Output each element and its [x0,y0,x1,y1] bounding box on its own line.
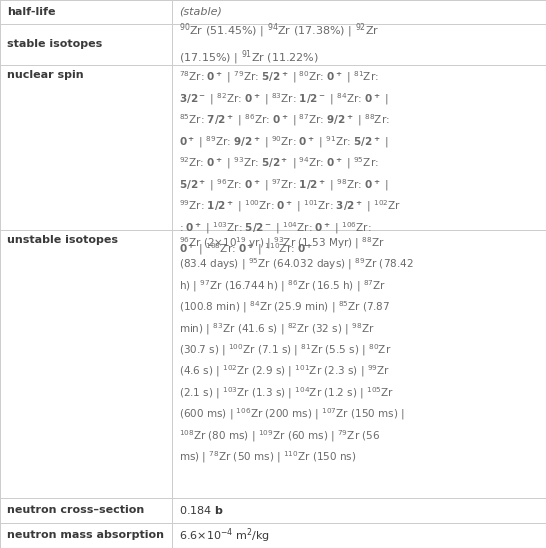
Text: neutron cross–section: neutron cross–section [7,505,144,515]
Text: $^{96}$Zr (2$\times$10$^{19}$ yr) | $^{93}$Zr (1.53 Myr) | $^{88}$Zr
(83.4 days): $^{96}$Zr (2$\times$10$^{19}$ yr) | $^{9… [179,235,414,465]
Text: 0.184 $\mathbf{b}$: 0.184 $\mathbf{b}$ [179,504,224,516]
Text: half-life: half-life [7,7,56,17]
Text: neutron mass absorption: neutron mass absorption [7,530,164,540]
Text: $^{78}$Zr: $\mathbf{0^+}$ | $^{79}$Zr: $\mathbf{5/2^+}$ | $^{80}$Zr: $\mathbf{0^: $^{78}$Zr: $\mathbf{0^+}$ | $^{79}$Zr: $… [179,70,401,257]
Text: nuclear spin: nuclear spin [7,70,84,79]
Text: unstable isotopes: unstable isotopes [7,235,118,245]
Text: $^{90}$Zr (51.45%) | $^{94}$Zr (17.38%) | $^{92}$Zr
(17.15%) | $^{91}$Zr (11.22%: $^{90}$Zr (51.45%) | $^{94}$Zr (17.38%) … [179,22,379,66]
Text: stable isotopes: stable isotopes [7,39,102,49]
Text: (stable): (stable) [179,7,222,17]
Text: 6.6$\times$10$^{-4}$ m$^2$/kg: 6.6$\times$10$^{-4}$ m$^2$/kg [179,526,270,545]
